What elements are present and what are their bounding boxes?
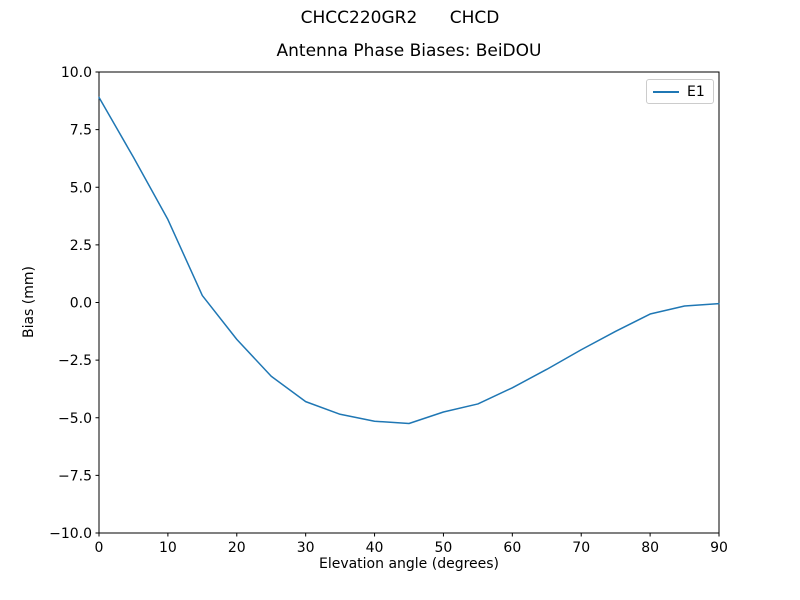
legend: E1 [646, 79, 714, 104]
y-tick-label: 5.0 [70, 180, 92, 196]
x-tick-label: 40 [366, 540, 384, 556]
y-axis-label: Bias (mm) [21, 265, 37, 339]
legend-entry-label: E1 [687, 83, 705, 100]
y-tick-label: −7.5 [58, 468, 92, 484]
x-tick-label: 90 [710, 540, 728, 556]
x-tick-label: 50 [435, 540, 453, 556]
x-tick-label: 60 [503, 540, 521, 556]
plot-frame [98, 71, 720, 534]
y-tick-label: 2.5 [70, 238, 92, 254]
y-tick-label: 7.5 [70, 123, 92, 139]
figure-suptitle: CHCC220GR2 CHCD [300, 8, 500, 28]
x-tick-label: 30 [297, 540, 315, 556]
x-tick-label: 20 [228, 540, 246, 556]
y-tick-label: 10.0 [61, 65, 92, 81]
y-tick-label: −2.5 [58, 353, 92, 369]
y-tick-label: −5.0 [58, 411, 92, 427]
y-tick-label: 0.0 [70, 296, 92, 312]
y-tick-label: −10.0 [49, 526, 92, 542]
series-line-e1 [98, 96, 720, 425]
legend-line-icon [653, 90, 679, 93]
axes-title: Antenna Phase Biases: BeiDOU [276, 41, 542, 61]
x-axis-label: Elevation angle (degrees) [318, 556, 500, 572]
x-tick-label: 0 [95, 540, 104, 556]
x-tick-label: 70 [572, 540, 590, 556]
x-tick-label: 10 [159, 540, 177, 556]
x-tick-label: 80 [641, 540, 659, 556]
